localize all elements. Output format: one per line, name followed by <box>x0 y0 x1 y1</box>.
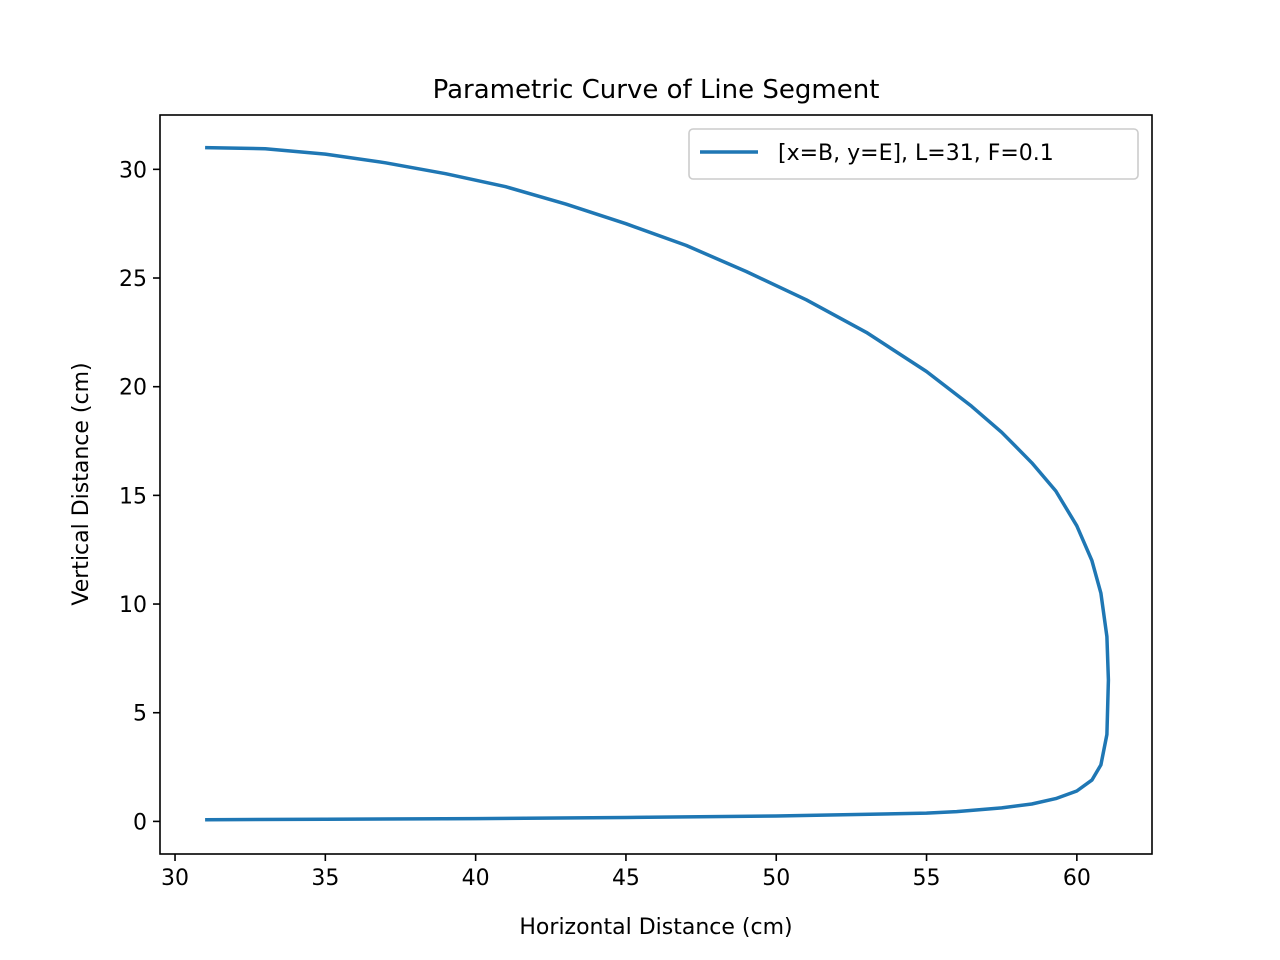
y-axis-title: Vertical Distance (cm) <box>69 362 94 605</box>
plot-area <box>160 115 1152 854</box>
legend: [x=B, y=E], L=31, F=0.1 <box>688 128 1139 180</box>
series-line-0 <box>205 145 1111 822</box>
chart-title: Parametric Curve of Line Segment <box>433 75 880 105</box>
x-axis-title: Horizontal Distance (cm) <box>519 915 792 940</box>
y-tick-label: 0 <box>133 810 147 835</box>
plot-marks <box>205 145 1111 822</box>
y-axis: 0 5 10 15 20 25 30 <box>119 158 160 835</box>
y-tick-label: 30 <box>119 158 147 183</box>
x-tick-label: 35 <box>311 866 339 891</box>
legend-box <box>688 128 1139 180</box>
x-axis: 30 35 40 45 50 55 60 <box>161 854 1091 891</box>
y-tick-label: 25 <box>119 267 147 292</box>
y-tick-label: 20 <box>119 376 147 401</box>
x-tick-label: 45 <box>612 866 640 891</box>
x-tick-label: 60 <box>1063 866 1091 891</box>
y-tick-label: 10 <box>119 593 147 618</box>
legend-label: [x=B, y=E], L=31, F=0.1 <box>778 141 1054 166</box>
x-tick-label: 40 <box>462 866 490 891</box>
y-tick-label: 5 <box>133 702 147 727</box>
x-tick-label: 55 <box>913 866 941 891</box>
plot-frame <box>159 114 1153 855</box>
y-tick-label: 15 <box>119 484 147 509</box>
x-tick-label: 50 <box>762 866 790 891</box>
x-tick-label: 30 <box>161 866 189 891</box>
